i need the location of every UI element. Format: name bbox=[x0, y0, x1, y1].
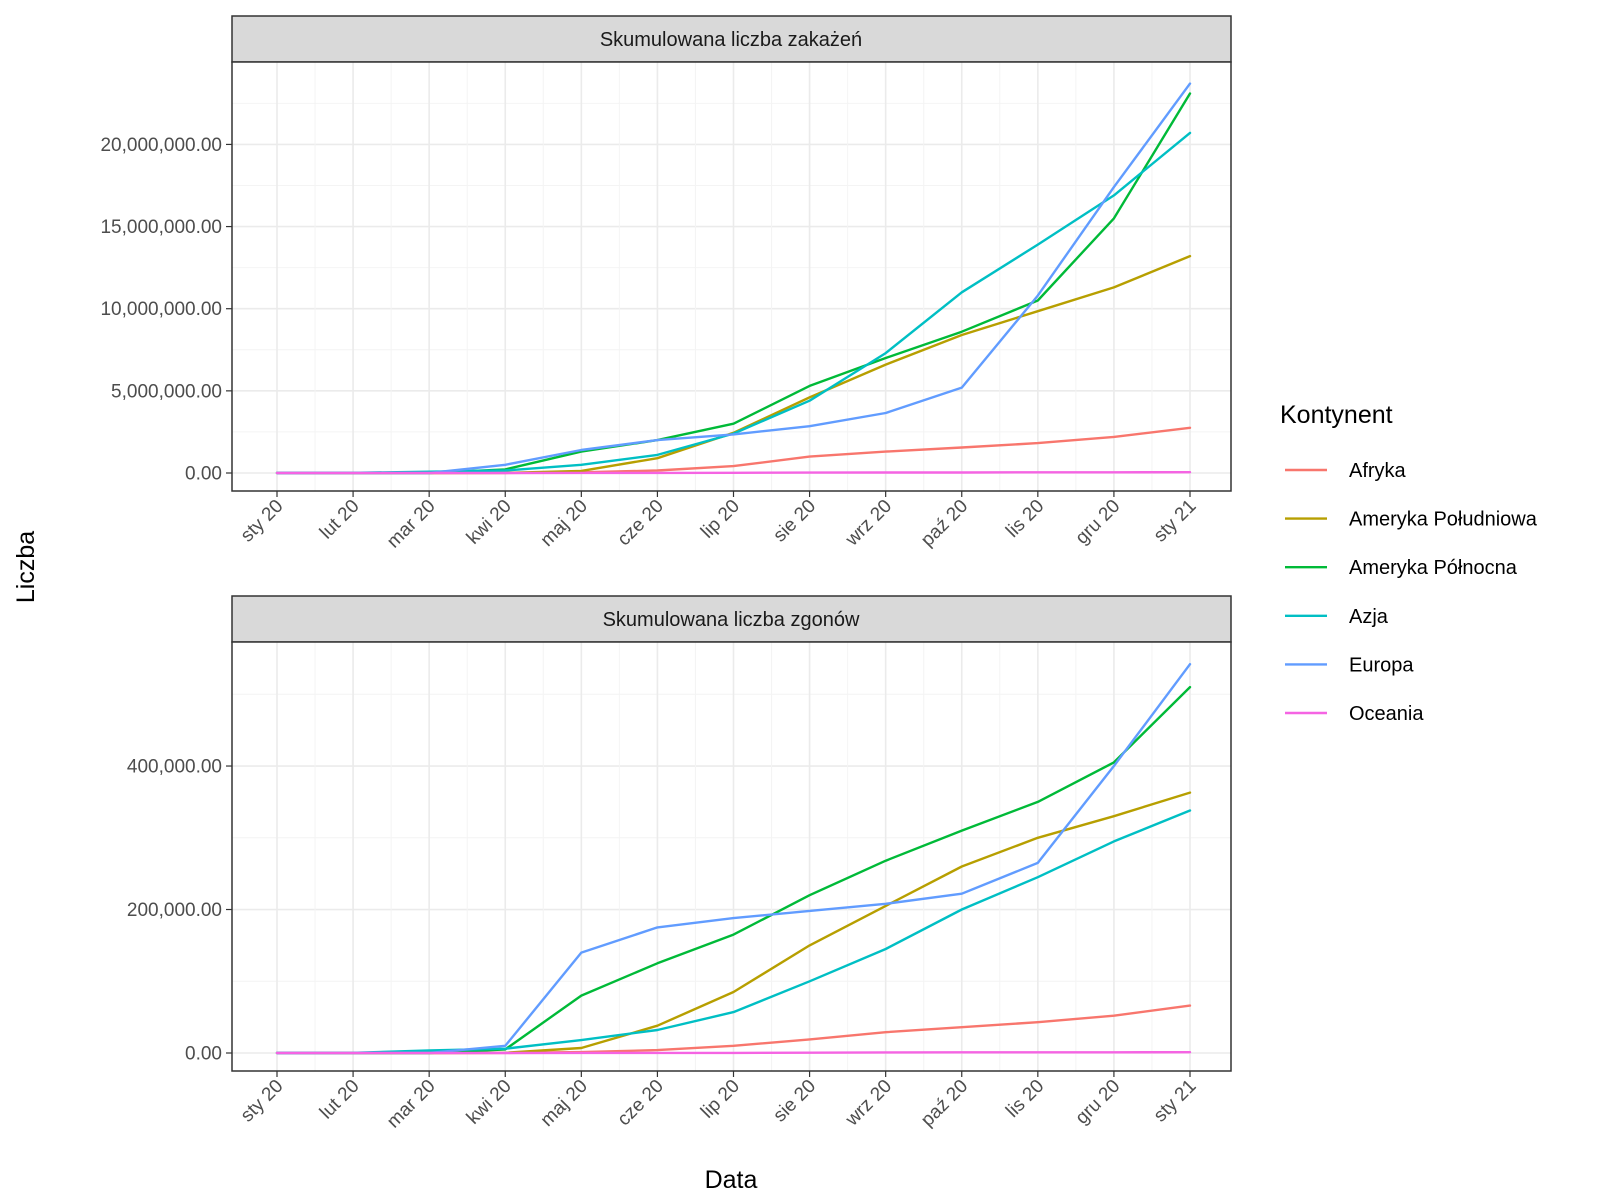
series-line-oceania-infections bbox=[275, 471, 1192, 475]
series-line-oceania-deaths bbox=[275, 1050, 1192, 1055]
series-lines-infections bbox=[275, 82, 1192, 475]
y-tick-label: 0.00 bbox=[185, 1044, 222, 1065]
plot-border-infections bbox=[231, 61, 1232, 492]
y-tick-label: 400,000.00 bbox=[127, 757, 222, 778]
legend: Kontynent Afryka Ameryka Południowa Ameryk… bbox=[1280, 401, 1538, 725]
x-tick-label: maj 20 bbox=[537, 496, 592, 551]
x-tick-label: kwi 20 bbox=[463, 1076, 516, 1129]
y-tick-label: 0.00 bbox=[185, 464, 222, 485]
x-tick-label: gru 20 bbox=[1072, 496, 1125, 549]
plot-area-deaths bbox=[232, 642, 1231, 1071]
x-tick-label: paź 20 bbox=[917, 496, 972, 551]
legend-label-ameryka-polnocna: Ameryka Północna bbox=[1349, 557, 1518, 579]
legend-label-oceania: Oceania bbox=[1349, 703, 1424, 725]
x-tick-label: sty 20 bbox=[237, 1076, 288, 1127]
x-tick-label: cze 20 bbox=[614, 496, 668, 550]
x-tick-label: sty 21 bbox=[1150, 1076, 1201, 1127]
strip-infections bbox=[231, 15, 1232, 63]
x-tick-label: lut 20 bbox=[316, 1076, 364, 1124]
x-tick-label: gru 20 bbox=[1072, 1076, 1125, 1129]
legend-label-azja: Azja bbox=[1349, 606, 1389, 628]
y-tick-label: 15,000,000.00 bbox=[100, 217, 222, 238]
x-tick-label: kwi 20 bbox=[463, 496, 516, 549]
y-axis-title: Liczba bbox=[12, 531, 40, 603]
x-tick-label: lip 20 bbox=[697, 1076, 744, 1123]
x-tick-label: sty 20 bbox=[237, 496, 288, 547]
series-lines-deaths bbox=[275, 663, 1192, 1055]
x-axis-infections: sty 20 lut 20 mar 20 kwi 20 maj 20 cze 20 lip … bbox=[237, 491, 1201, 552]
plot-border-deaths bbox=[231, 641, 1232, 1072]
y-tick-label: 10,000,000.00 bbox=[100, 299, 222, 320]
x-tick-label: lip 20 bbox=[697, 496, 744, 543]
x-tick-label: sie 20 bbox=[769, 496, 820, 547]
legend-label-afryka: Afryka bbox=[1349, 460, 1407, 482]
x-tick-label: paź 20 bbox=[917, 1076, 972, 1131]
y-axis-infections: 0.00 5,000,000.00 10,000,000.00 15,000,000.… bbox=[100, 135, 232, 485]
x-tick-label: lis 20 bbox=[1002, 1076, 1048, 1122]
legend-label-ameryka-poludniowa: Ameryka Południowa bbox=[1349, 509, 1538, 531]
strip-title-deaths: Skumulowana liczba zgonów bbox=[603, 609, 860, 631]
legend-label-europa: Europa bbox=[1349, 654, 1414, 676]
legend-items: Afryka Ameryka Południowa Ameryka Północna… bbox=[1285, 460, 1538, 725]
plot-area-infections bbox=[232, 62, 1231, 491]
legend-title: Kontynent bbox=[1280, 401, 1393, 429]
strip-title-infections: Skumulowana liczba zakażeń bbox=[600, 29, 862, 51]
x-tick-label: mar 20 bbox=[383, 1076, 440, 1133]
x-tick-label: sty 21 bbox=[1150, 496, 1201, 547]
panel-deaths: Skumulowana liczba zgonów 0.00 200,000.00… bbox=[127, 595, 1232, 1132]
strip-deaths bbox=[231, 595, 1232, 643]
x-axis-title: Data bbox=[705, 1166, 758, 1194]
x-tick-label: wrz 20 bbox=[841, 1076, 896, 1131]
x-tick-label: lis 20 bbox=[1002, 496, 1048, 542]
x-tick-label: mar 20 bbox=[383, 496, 440, 553]
panel-infections: Skumulowana liczba zakażeń 0.00 5,000,000… bbox=[100, 15, 1232, 552]
x-tick-label: sie 20 bbox=[769, 1076, 820, 1127]
y-tick-label: 200,000.00 bbox=[127, 900, 222, 921]
x-tick-label: cze 20 bbox=[614, 1076, 668, 1130]
x-axis-deaths: sty 20 lut 20 mar 20 kwi 20 maj 20 cze 20 lip … bbox=[237, 1071, 1201, 1132]
y-axis-deaths: 0.00 200,000.00 400,000.00 bbox=[127, 757, 232, 1065]
series-line-azja-deaths bbox=[275, 809, 1192, 1055]
x-tick-label: lut 20 bbox=[316, 496, 364, 544]
x-tick-label: maj 20 bbox=[537, 1076, 592, 1131]
x-tick-label: wrz 20 bbox=[841, 496, 896, 551]
y-tick-label: 20,000,000.00 bbox=[100, 135, 222, 156]
y-tick-label: 5,000,000.00 bbox=[111, 381, 222, 402]
